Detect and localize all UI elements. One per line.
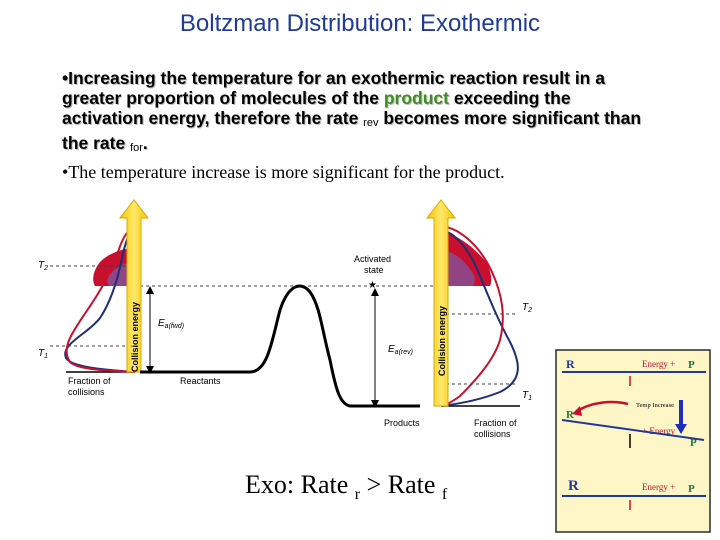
caption-sub-f: f: [441, 486, 448, 504]
equilibrium-inset: R Energy + P Temp Increase R + Energy P …: [555, 349, 711, 533]
inset-energy-label-2: + Energy: [642, 426, 676, 436]
inset-energy-label-1: Energy +: [642, 359, 675, 369]
bullet-1-product-word: product: [383, 88, 449, 108]
inset-r-label-3: R: [568, 478, 579, 494]
right-collision-energy-label: Collision energy: [437, 306, 447, 376]
inset-p-label-1: P: [688, 359, 695, 371]
ea-fwd-arrowhead-top: [146, 286, 154, 294]
bullet-marker: •: [62, 162, 69, 182]
page-title: Boltzman Distribution: Exothermic: [179, 10, 541, 37]
reactants-label: Reactants: [180, 376, 221, 386]
left-t2-label: T2: [38, 260, 48, 272]
inset-temp-increase-arrowhead: [572, 406, 582, 416]
inset-p-label-2: P: [690, 437, 697, 449]
bullet-2: •The temperature increase is more signif…: [62, 162, 652, 182]
ea-rev-arrowhead-top: [371, 288, 379, 296]
left-t2-curve: [65, 227, 136, 373]
left-t1-curve: [64, 231, 136, 373]
right-t1-area-fill: [441, 250, 475, 286]
right-t2-label: T2: [522, 302, 532, 314]
inset-background: [555, 349, 711, 533]
left-fraction-label-2: collisions: [68, 387, 105, 397]
bullet-text: •Increasing the temperature for an exoth…: [62, 68, 652, 182]
bullet-1-text-d: .: [142, 133, 148, 153]
reaction-energy-profile: [140, 284, 420, 408]
inset-r-label-1: R: [566, 357, 575, 371]
left-collision-energy-label: Collision energy: [130, 302, 140, 372]
bullet-marker: •: [62, 68, 69, 88]
bullet-1: •Increasing the temperature for an exoth…: [62, 68, 652, 158]
bullet-1-sub-for: for: [130, 142, 143, 154]
ea-fwd-arrowhead-bottom: [146, 366, 154, 374]
inset-balance-bar-2: [561, 419, 705, 441]
right-t1-label: T1: [522, 390, 532, 402]
right-t2-curve: [440, 225, 504, 407]
ea-fwd-label: Ea(fwd): [158, 318, 184, 330]
caption-sub-r: r: [354, 486, 361, 504]
left-fraction-label-1: Fraction of: [68, 376, 111, 386]
products-label: Products: [384, 418, 420, 428]
bullet-2-text: The temperature increase is more signifi…: [68, 162, 505, 182]
inset-temp-increase-label: Temp Increase: [636, 402, 674, 409]
caption: Exo: Rate r > Rate f: [245, 470, 447, 504]
ea-rev-label: Ea(rev): [388, 344, 413, 356]
caption-text-b: > Rate: [360, 470, 442, 499]
inset-p-label-3: P: [688, 483, 695, 495]
bullet-1-text-b: exceeding the activation energy, therefo…: [62, 88, 571, 128]
inset-blue-down-arrow: [675, 400, 687, 434]
activated-state-label-2: state: [364, 265, 384, 275]
bullet-1-sub-rev: rev: [363, 117, 379, 129]
bullet-1-text-a: Increasing the temperature for an exothe…: [62, 68, 605, 108]
left-t1-label: T1: [38, 348, 48, 360]
activated-state-label-1: Activated: [354, 254, 391, 264]
caption-text-a: Exo: Rate: [245, 470, 355, 499]
right-fraction-label-1: Fraction of: [474, 418, 517, 428]
right-collision-energy-arrow: [425, 199, 457, 407]
inset-energy-label-3: Energy +: [642, 482, 675, 492]
bullet-1-text-c: becomes more significant than the rate: [62, 108, 642, 153]
right-t1-curve: [440, 229, 519, 407]
left-collision-energy-arrow: [118, 199, 150, 373]
inset-r-label-2: R: [566, 409, 575, 421]
ea-rev-arrowhead-bottom: [371, 400, 379, 408]
right-fraction-label-2: collisions: [474, 429, 511, 439]
